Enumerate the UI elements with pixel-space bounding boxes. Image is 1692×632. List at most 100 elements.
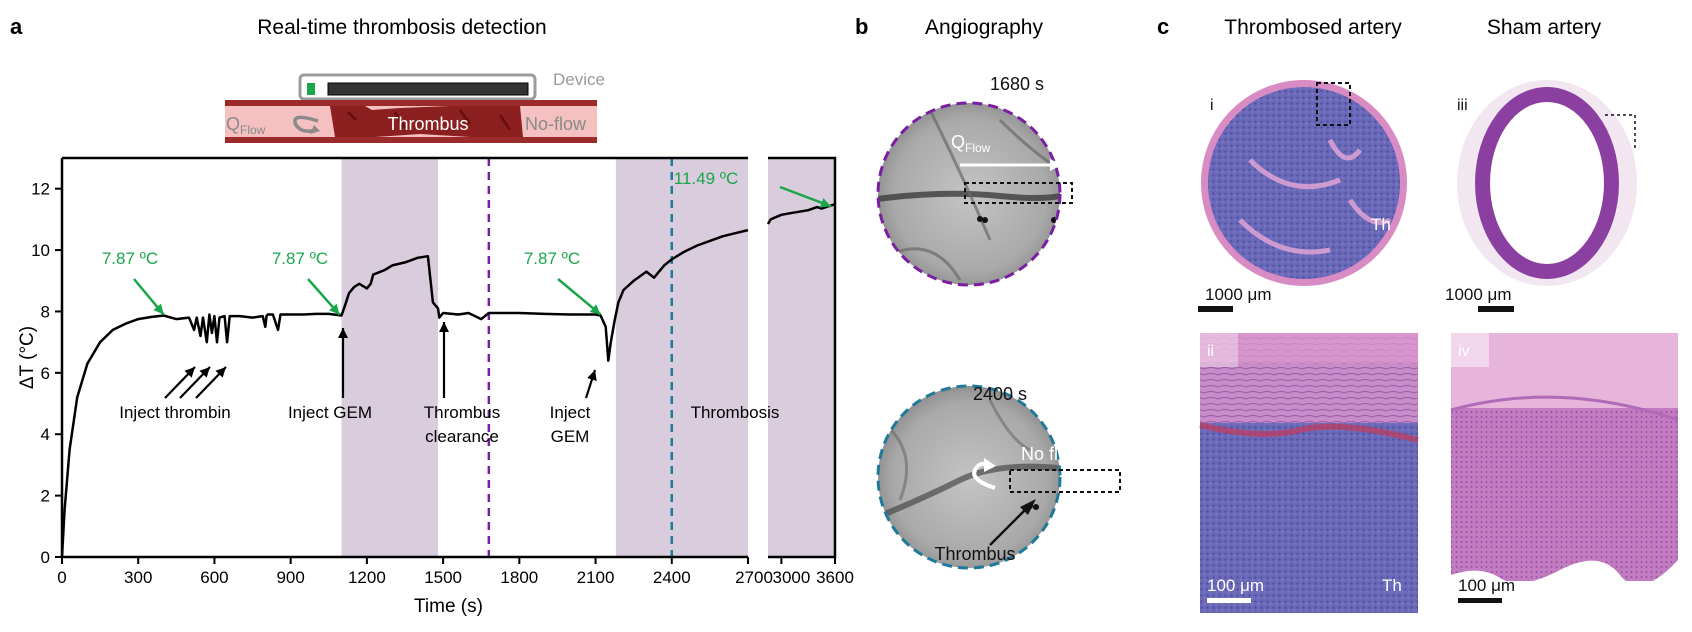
event-label: GEM [551, 427, 590, 446]
panel-a-title: Real-time thrombosis detection [257, 16, 546, 39]
shaded-region [768, 158, 835, 557]
x-tick-label: 2100 [577, 568, 615, 587]
angiogram-top: 1680 s QFlow [876, 74, 1073, 287]
panel-a: a Real-time thrombosis detection Device … [10, 14, 854, 617]
vessel-wall-bottom [225, 137, 597, 143]
angiogram-thrombus-label: Thrombus [934, 544, 1015, 564]
x-tick-label: 2400 [653, 568, 691, 587]
green-arrow-head [329, 303, 340, 315]
y-tick-label: 12 [31, 180, 50, 199]
device-sensor [307, 83, 315, 95]
label-ii: ii [1207, 343, 1214, 360]
panel-b: b Angiography 1680 s QFlow [855, 14, 1121, 570]
scale-bar-iii [1478, 306, 1514, 312]
temp-annotation: 7.87 ºC [524, 249, 580, 268]
scale-bar-ii [1207, 598, 1251, 603]
histology-iv-adventitia [1451, 333, 1678, 408]
temp-annotation: 11.49 ºC [674, 169, 739, 188]
y-tick-label: 4 [41, 425, 50, 444]
scale-label-ii: 100 μm [1207, 576, 1264, 595]
device-body [327, 82, 529, 96]
fibrin-streaks [1238, 138, 1392, 255]
event-label: Thrombosis [691, 403, 780, 422]
no-flow-label: No flow [1021, 444, 1082, 464]
x-tick-label: 900 [276, 568, 304, 587]
temperature-trace [766, 203, 836, 225]
flow-arrow-head [310, 125, 320, 134]
x-tick-label: 1500 [424, 568, 462, 587]
green-arrow-head [153, 303, 164, 315]
event-label: Thrombus [424, 403, 501, 422]
angiogram-bottom: 2400 s No flow Thrombus [876, 384, 1121, 570]
q-flow-label: QFlow [226, 114, 266, 137]
axis-break-top [748, 155, 768, 161]
scale-bar-iv [1458, 598, 1502, 603]
x-tick-label: 3600 [816, 568, 854, 587]
angiogram-q-label: QFlow [951, 132, 991, 155]
event-label: Inject GEM [288, 403, 372, 422]
thrombus-shape [330, 106, 523, 137]
scale-label-i: 1000 μm [1205, 285, 1272, 304]
shaded-region [615, 158, 748, 557]
temperature-trace [60, 228, 749, 558]
green-arrow-head [589, 304, 601, 315]
angiogram-top-time: 1680 s [990, 74, 1044, 94]
vessel-wall-top [225, 100, 597, 106]
scale-label-iv: 100 μm [1458, 576, 1515, 595]
marker-dot [982, 217, 988, 223]
event-arrow-head [199, 367, 210, 378]
x-tick-label: 1800 [500, 568, 538, 587]
zoom-box-i [1316, 82, 1351, 126]
x-axis-label: Time (s) [414, 596, 483, 617]
panel-b-title: Angiography [925, 16, 1043, 39]
thrombus-label: Thrombus [387, 114, 468, 134]
flow-arrow-head [1050, 159, 1062, 171]
label-i: i [1210, 97, 1214, 114]
histology-ii-intima [1200, 333, 1418, 363]
label-iii: iii [1457, 97, 1468, 114]
marker-dot [1055, 221, 1060, 227]
axis-box [62, 156, 837, 559]
thrombus-texture [346, 109, 512, 131]
y-axis-label: ΔT (°C) [17, 326, 38, 389]
label-th-i: Th [1371, 215, 1391, 234]
lumen-iii [1490, 102, 1604, 264]
temp-annotation: 7.87 ºC [102, 249, 158, 268]
region-box-bottom [1009, 469, 1121, 493]
histology-iv: iv 100 μm [1450, 333, 1679, 603]
histology-iv-edge [1451, 560, 1678, 590]
event-label: Inject [550, 403, 591, 422]
histology-ii: ii 100 μm Th [1199, 333, 1419, 613]
angiogram-top-frame [876, 101, 1062, 287]
thrombus-pointer-head [1020, 499, 1036, 515]
scale-bar-i [1198, 306, 1233, 312]
vessel-schematic: Device QFlow Thrombus No-flow [225, 70, 605, 143]
shaded-region [341, 158, 439, 557]
histology-iii: iii 1000 μm [1445, 80, 1637, 312]
x-tick-label: 1200 [348, 568, 386, 587]
y-tick-label: 2 [41, 487, 50, 506]
event-arrow-head [215, 367, 226, 378]
marker-dot [1033, 504, 1039, 510]
y-tick-label: 8 [41, 302, 50, 321]
scale-label-iii: 1000 μm [1445, 285, 1512, 304]
marker-dot [977, 216, 983, 222]
flow-arrow [293, 115, 319, 133]
thrombosis-chart: 0 300 600 900 1200 1500 1800 2100 2400 2700 3000 36… [17, 155, 854, 617]
artery-shadow [878, 463, 1060, 523]
thrombus-pointer [989, 504, 1031, 546]
event-arrow-head [338, 328, 348, 338]
histology-ii-blood [1199, 422, 1419, 443]
sham-title: Sham artery [1487, 16, 1602, 39]
device-label: Device [553, 70, 605, 89]
label-ii-bg [1200, 333, 1238, 367]
label-th-ii: Th [1382, 576, 1402, 595]
thrombosed-title: Thrombosed artery [1224, 16, 1402, 39]
y-tick-label: 0 [41, 548, 50, 567]
angiogram-bottom-frame [876, 384, 1062, 570]
event-label: clearance [425, 427, 499, 446]
x-tick-label: 300 [124, 568, 152, 587]
y-tick-label: 10 [31, 241, 50, 260]
zoom-box-iii [1605, 114, 1636, 148]
